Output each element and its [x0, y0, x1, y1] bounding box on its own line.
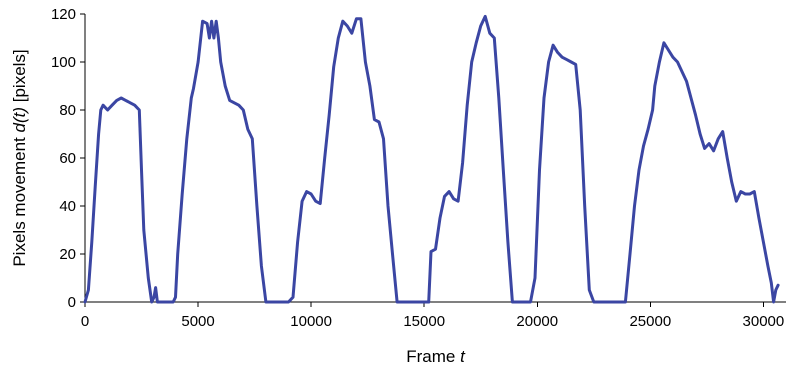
y-axis-title-suffix: [pixels]: [10, 49, 29, 107]
y-tick-label: 80: [59, 102, 76, 119]
x-tick-label: 0: [81, 313, 89, 330]
y-tick-label: 60: [59, 150, 76, 167]
y-tick-label: 120: [51, 6, 76, 23]
x-tick-label: 30000: [743, 313, 785, 330]
x-tick-label: 25000: [629, 313, 671, 330]
y-axis-title-prefix: Pixels movement: [10, 132, 29, 266]
x-axis-title: Frame t: [406, 347, 466, 366]
x-axis-title-text: Frame: [406, 347, 455, 366]
y-tick-label: 0: [68, 294, 76, 311]
x-tick-label: 5000: [181, 313, 214, 330]
y-axis-ticks: 0 20 40 60 80 100 120: [51, 6, 85, 311]
x-tick-label: 15000: [403, 313, 445, 330]
y-tick-label: 40: [59, 198, 76, 215]
y-tick-label: 100: [51, 54, 76, 71]
x-tick-label: 20000: [516, 313, 558, 330]
y-axis-title: Pixels movement d(t) [pixels]: [10, 49, 29, 266]
x-axis-ticks: 0 5000 10000 15000 20000 25000 30000: [81, 302, 784, 330]
x-tick-label: 10000: [290, 313, 332, 330]
series-line: [83, 14, 780, 304]
y-axis-title-variable: d(t): [10, 107, 29, 133]
x-axis-title-variable: t: [460, 347, 466, 366]
y-tick-label: 20: [59, 246, 76, 263]
